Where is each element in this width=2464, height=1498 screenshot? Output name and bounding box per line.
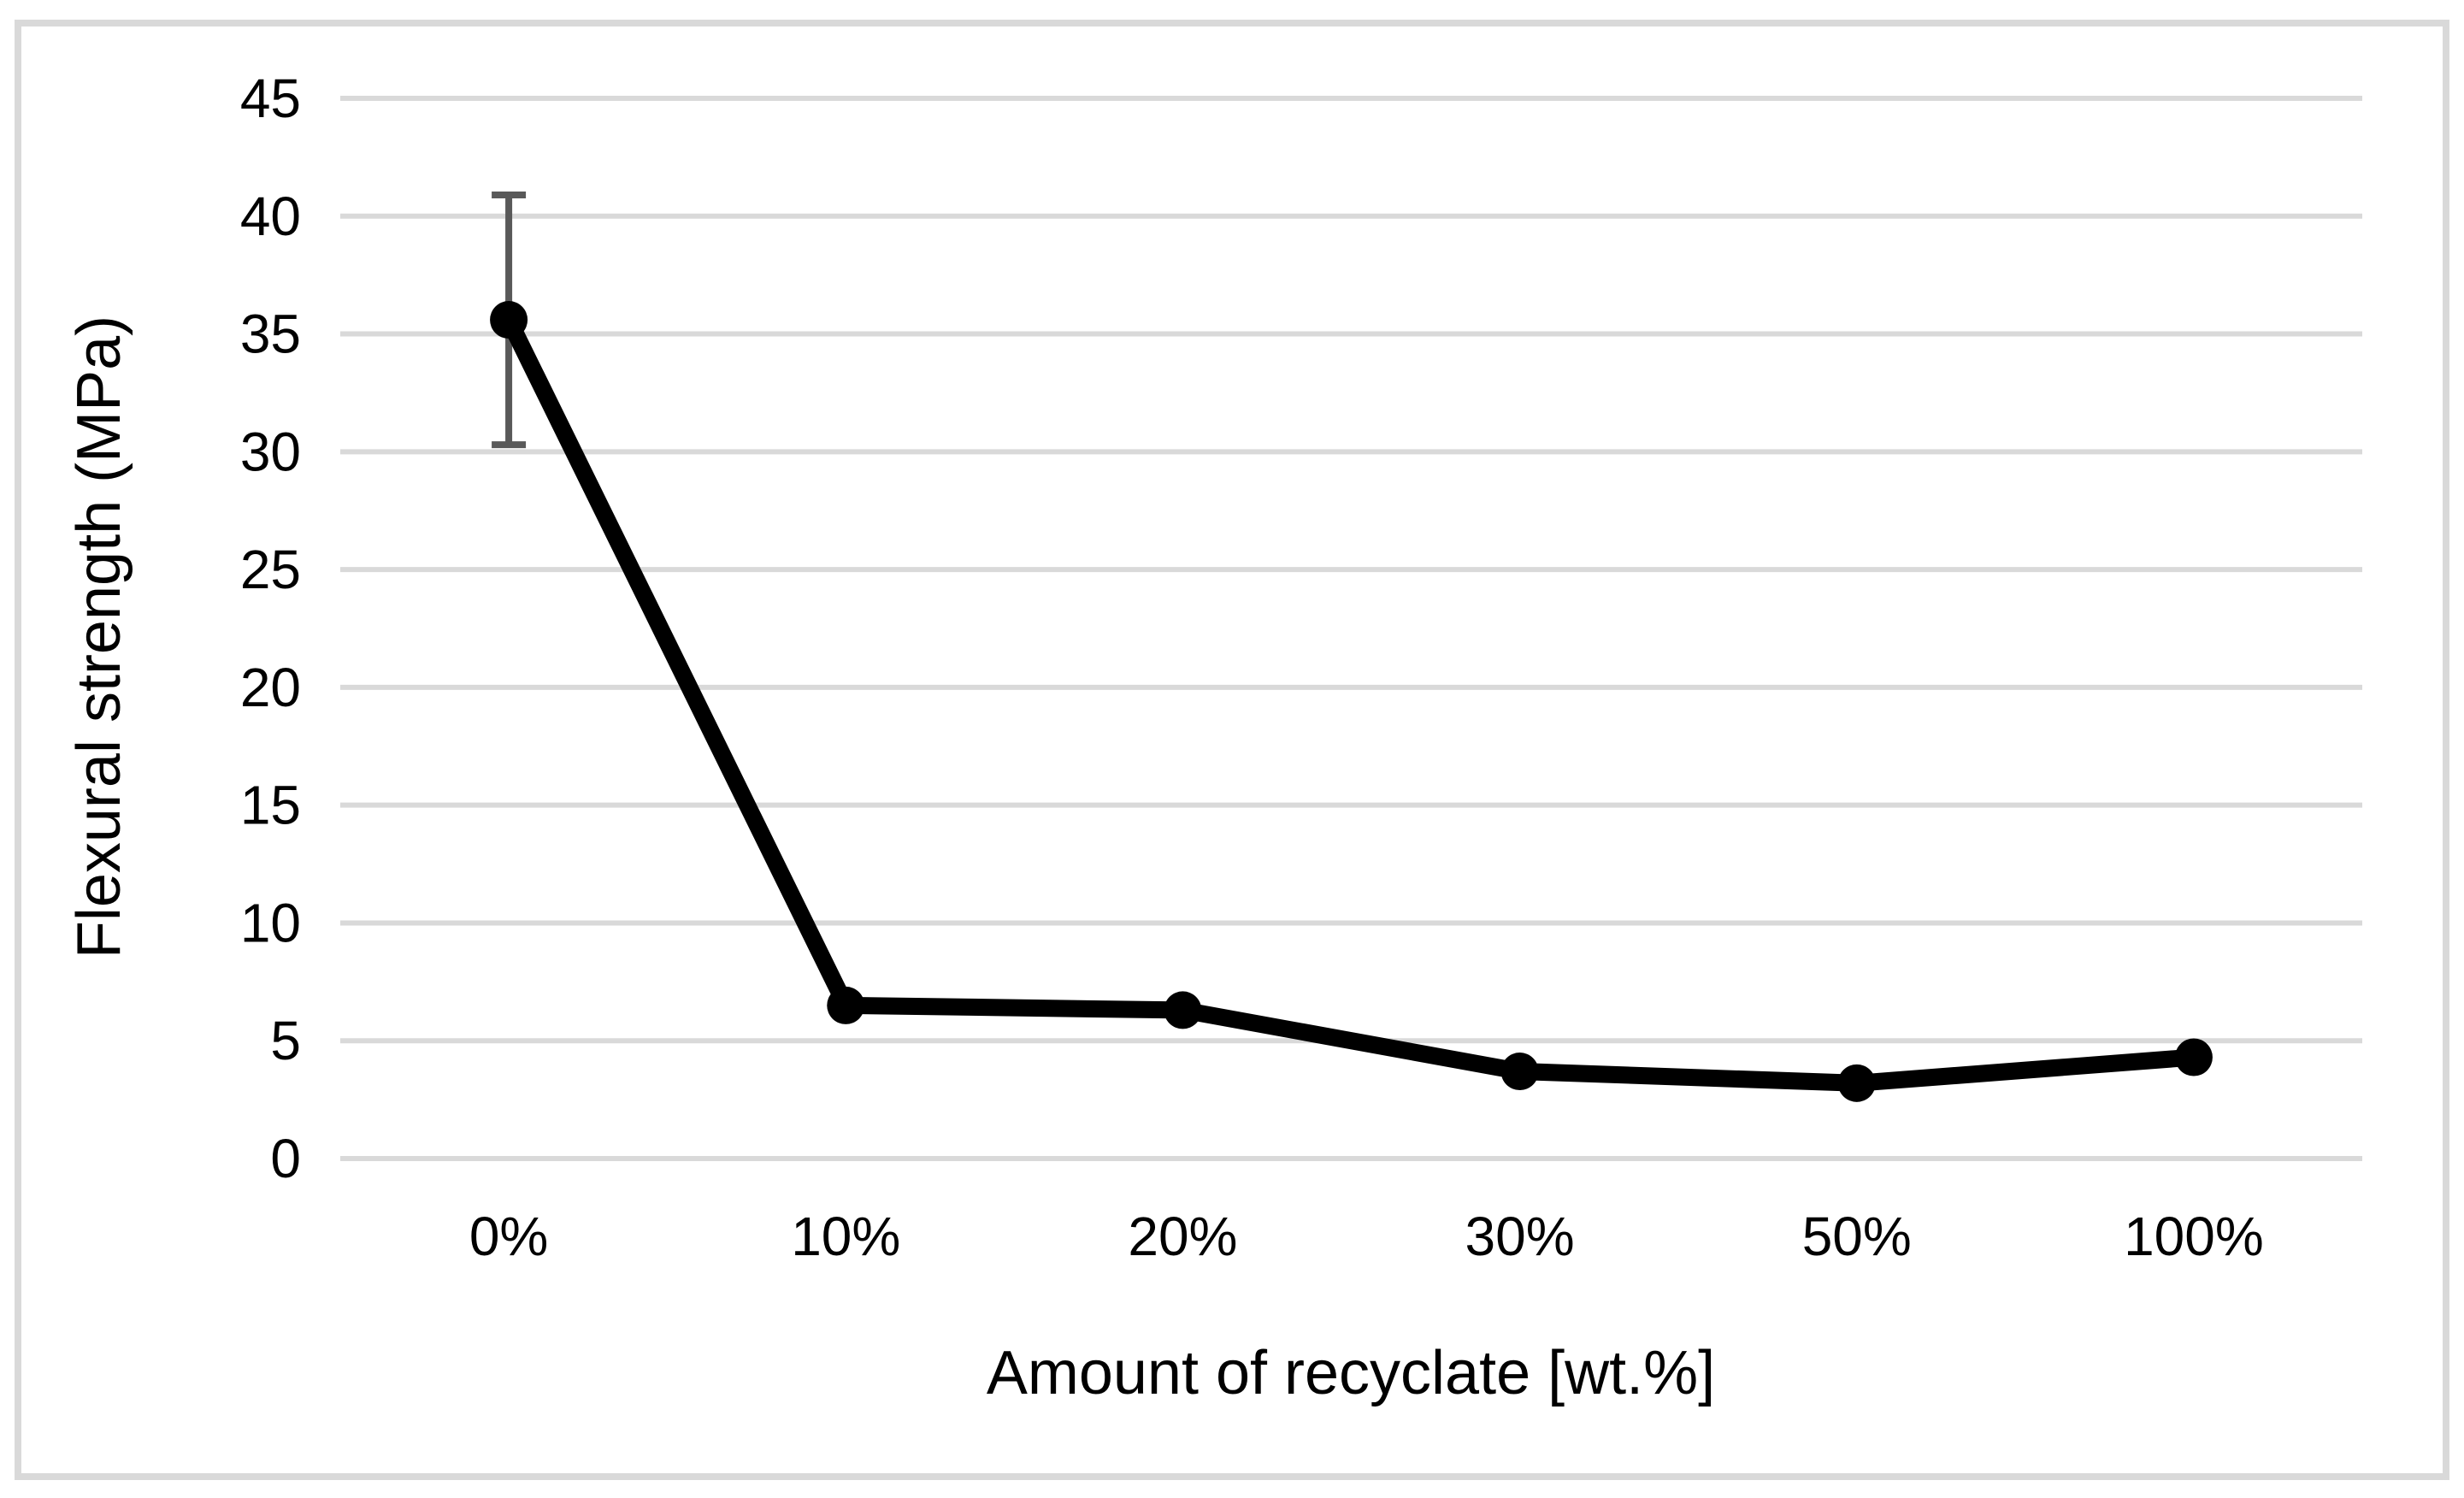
data-point-20% [1164, 991, 1202, 1029]
x-tick-label-20%: 20% [1128, 1206, 1237, 1267]
y-tick-label-25: 25 [240, 539, 301, 600]
series-line [500, 311, 2202, 1092]
y-tick-label-20: 20 [240, 657, 301, 718]
x-tick-label-0%: 0% [469, 1206, 549, 1267]
y-tick-label-30: 30 [240, 421, 301, 482]
data-point-30% [1500, 1053, 1539, 1091]
data-point-100% [2174, 1038, 2213, 1076]
x-tick-label-50%: 50% [1802, 1206, 1912, 1267]
data-series [490, 301, 2213, 1102]
gridlines [340, 96, 2362, 1161]
y-tick-label-0: 0 [270, 1128, 301, 1189]
x-axis-title: Amount of recyclate [wt.%] [987, 1339, 1715, 1407]
x-axis-tick-labels: 0% 10% 20% 30% 50% 100% [469, 1206, 2264, 1267]
x-tick-label-100%: 100% [2124, 1206, 2264, 1267]
y-tick-label-40: 40 [240, 186, 301, 247]
y-tick-label-45: 45 [240, 68, 301, 129]
data-point-0% [490, 301, 528, 339]
x-tick-label-30%: 30% [1465, 1206, 1575, 1267]
y-tick-label-5: 5 [270, 1010, 301, 1071]
x-tick-label-10%: 10% [791, 1206, 900, 1267]
y-axis-title: Flexural strength (MPa) [65, 316, 133, 958]
data-point-50% [1837, 1064, 1876, 1102]
y-tick-label-15: 15 [240, 775, 301, 836]
data-point-10% [827, 986, 865, 1024]
y-tick-label-35: 35 [240, 304, 301, 365]
y-axis-tick-labels: 0 5 10 15 20 25 30 35 40 45 [240, 68, 301, 1189]
figure-border [15, 20, 2449, 1480]
y-tick-label-10: 10 [240, 892, 301, 953]
